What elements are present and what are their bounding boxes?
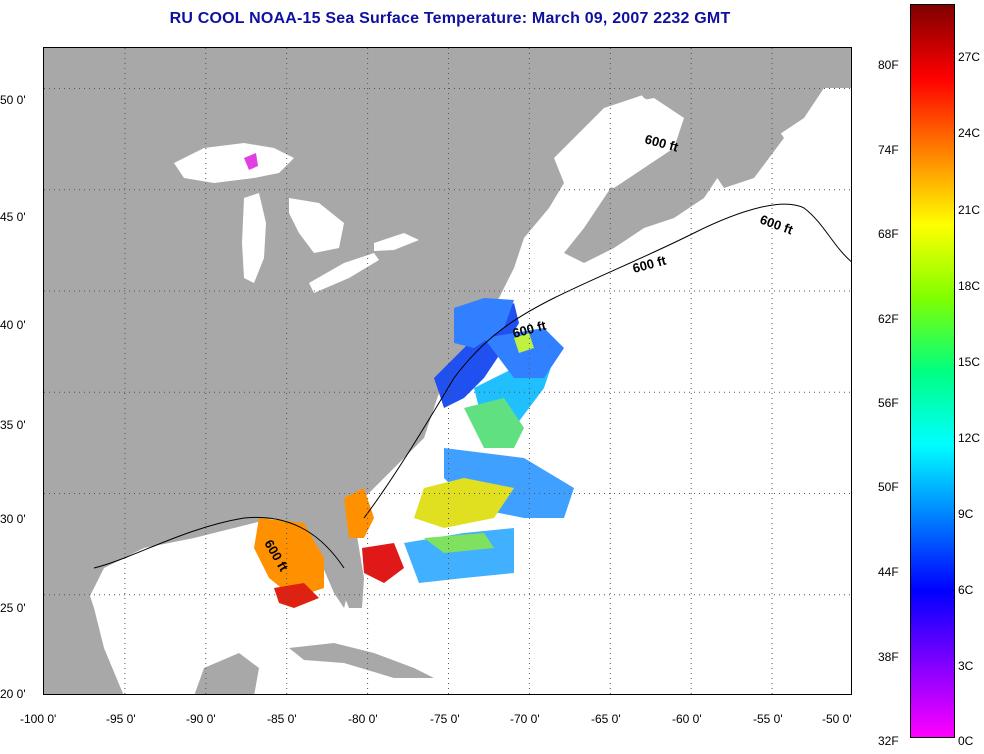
colorbar-c-label: 18C — [958, 279, 981, 293]
lon-tick: -100 0' — [20, 712, 57, 726]
lon-tick: -50 0' — [822, 712, 852, 726]
colorbar-c-label: 24C — [958, 126, 981, 140]
colorbar-f-label: 80F — [878, 58, 899, 72]
colorbar-c-label: 9C — [958, 507, 974, 521]
colorbar-f-label: 32F — [878, 734, 899, 748]
lon-tick: -75 0' — [430, 712, 460, 726]
lat-tick: 35 0' — [0, 418, 26, 432]
colorbar-f-label: 50F — [878, 480, 899, 494]
land-mexico — [44, 578, 124, 694]
colorbar-c-label: 27C — [958, 50, 981, 64]
lat-tick: 20 0' — [0, 687, 26, 701]
land-cuba — [289, 643, 434, 678]
lon-tick: -70 0' — [510, 712, 540, 726]
lake-michigan — [242, 193, 266, 283]
temperature-colorbar — [910, 4, 955, 738]
lat-tick: 30 0' — [0, 512, 26, 526]
sst-lake-superior-patch — [244, 153, 258, 170]
colorbar-c-label: 21C — [958, 203, 981, 217]
lon-tick: -85 0' — [267, 712, 297, 726]
lake-erie — [309, 253, 379, 293]
land-north-america — [44, 48, 664, 694]
colorbar-f-label: 68F — [878, 227, 899, 241]
colorbar-f-label: 38F — [878, 650, 899, 664]
land-yucatan — [194, 653, 259, 694]
lon-tick: -80 0' — [348, 712, 378, 726]
gulf-st-lawrence — [594, 98, 684, 188]
lake-huron — [289, 198, 344, 253]
lat-tick: 45 0' — [0, 210, 26, 224]
contour-600ft — [93, 203, 851, 569]
land-florida — [334, 518, 364, 608]
lon-tick: -65 0' — [591, 712, 621, 726]
lake-ontario — [374, 233, 419, 251]
colorbar-c-label: 15C — [958, 355, 981, 369]
lon-tick: -90 0' — [186, 712, 216, 726]
colorbar-c-label: 3C — [958, 659, 974, 673]
sst-map: 600 ft 600 ft 600 ft 600 ft 600 ft — [43, 47, 852, 695]
colorbar-f-label: 74F — [878, 143, 899, 157]
colorbar-f-label: 56F — [878, 396, 899, 410]
lon-tick: -55 0' — [753, 712, 783, 726]
lon-tick: -60 0' — [672, 712, 702, 726]
colorbar-f-label: 62F — [878, 312, 899, 326]
colorbar-c-label: 12C — [958, 431, 981, 445]
sst-data-layer — [254, 298, 574, 608]
lon-tick: -95 0' — [106, 712, 136, 726]
colorbar-c-label: 0C — [958, 734, 974, 748]
grid-lines — [44, 48, 851, 694]
land-newfoundland — [694, 88, 784, 188]
lat-tick: 40 0' — [0, 318, 26, 332]
map-title: RU COOL NOAA-15 Sea Surface Temperature:… — [169, 10, 731, 27]
sst-map-canvas: 600 ft 600 ft 600 ft 600 ft 600 ft — [44, 48, 851, 694]
colorbar-f-label: 44F — [878, 565, 899, 579]
lake-superior — [174, 143, 294, 183]
lat-tick: 25 0' — [0, 601, 26, 615]
lat-tick: 50 0' — [0, 93, 26, 107]
colorbar-c-label: 6C — [958, 583, 974, 597]
